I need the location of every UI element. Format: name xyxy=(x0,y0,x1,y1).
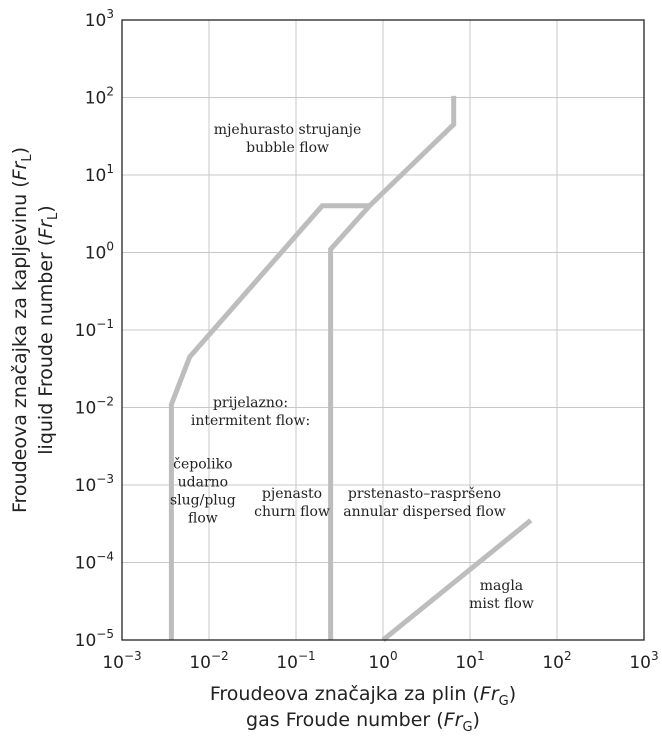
x-axis-title: Froudeova značajka za plin (FrG)gas Frou… xyxy=(210,683,516,735)
series-line-mist-boundary xyxy=(381,518,533,642)
region-label-slug: čepoliko udarno slug/plug flow xyxy=(170,456,236,526)
y-tick-label-2: 10−3 xyxy=(75,472,114,496)
flow-regime-boundaries xyxy=(168,95,533,642)
series-line-churn-annular-boundary xyxy=(328,95,457,640)
y-tick-label-1: 10−4 xyxy=(75,550,114,574)
region-label-intermittent: prijelazno: intermitent flow: xyxy=(191,395,310,429)
y-tick-label-3: 10−2 xyxy=(75,395,114,419)
x-axis-title-line-2: gas Froude number (FrG) xyxy=(246,709,480,735)
plot-frame xyxy=(121,19,645,641)
y-tick-label-0: 10−5 xyxy=(75,627,114,651)
x-tick-label-5: 102 xyxy=(542,649,571,673)
series-line-bubble-boundary xyxy=(168,203,370,640)
y-tick-label-7: 102 xyxy=(85,85,114,109)
x-tick-label-1: 10−2 xyxy=(189,649,228,673)
region-label-churn: pjenasto churn flow xyxy=(254,486,330,520)
x-tick-label-6: 103 xyxy=(629,649,658,673)
y-tick-label-6: 101 xyxy=(85,162,114,186)
x-tick-label-2: 10−1 xyxy=(276,649,315,673)
y-tick-label-5: 100 xyxy=(85,240,114,264)
y-tick-label-8: 103 xyxy=(85,7,114,31)
x-tick-label-4: 101 xyxy=(455,649,484,673)
grid xyxy=(121,19,645,641)
x-tick-labels: 10−3 10−2 10−1 100 101 102 103 xyxy=(102,649,658,673)
region-label-annular: prstenasto–raspršeno annular dispersed fl… xyxy=(343,485,506,520)
region-label-bubble: mjehurasto strujanje bubble flow xyxy=(214,122,362,156)
region-labels: mjehurasto strujanje bubble flow prijelazn… xyxy=(170,122,534,612)
x-axis-title-line-1: Froudeova značajka za plin (FrG) xyxy=(210,683,516,709)
x-tick-label-0: 10−3 xyxy=(102,649,141,673)
y-tick-labels: 10−5 10−4 10−3 10−2 10−1 100 101 102 103 xyxy=(75,7,114,651)
y-tick-label-4: 10−1 xyxy=(75,317,114,341)
region-label-mist: magla mist flow xyxy=(469,578,534,612)
y-axis-title: Froudeova značajka za kapljevinu (FrL)li… xyxy=(9,147,61,513)
y-axis-title-line-1: Froudeova značajka za kapljevinu (FrL) xyxy=(9,147,35,513)
x-tick-label-3: 100 xyxy=(368,649,397,673)
y-axis-title-line-2: liquid Froude number (FrL) xyxy=(35,205,61,454)
